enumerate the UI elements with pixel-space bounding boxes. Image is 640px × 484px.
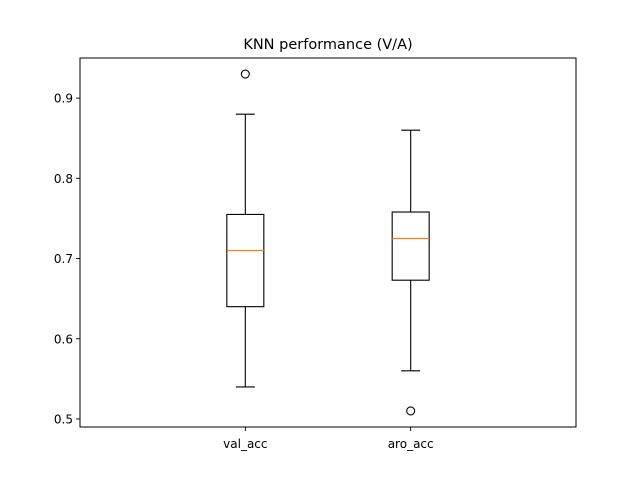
y-tick-label: 0.6 — [54, 332, 73, 346]
chart-title: KNN performance (V/A) — [243, 37, 412, 53]
outlier-point — [240, 69, 250, 79]
x-tick-label: aro_acc — [388, 437, 434, 451]
y-tick-label: 0.5 — [54, 412, 73, 426]
axes-frame — [79, 57, 577, 428]
y-tick-label: 0.9 — [54, 92, 73, 106]
box-aro_acc — [391, 211, 430, 281]
x-tick-label: val_acc — [223, 437, 267, 451]
plot-area: 0.5 0.6 0.7 0.8 0.9 val_acc aro_acc — [54, 57, 577, 451]
y-tick-label: 0.8 — [54, 172, 73, 186]
outlier-point — [406, 406, 416, 416]
y-tick-label: 0.7 — [54, 252, 73, 266]
box-val_acc — [226, 213, 265, 308]
